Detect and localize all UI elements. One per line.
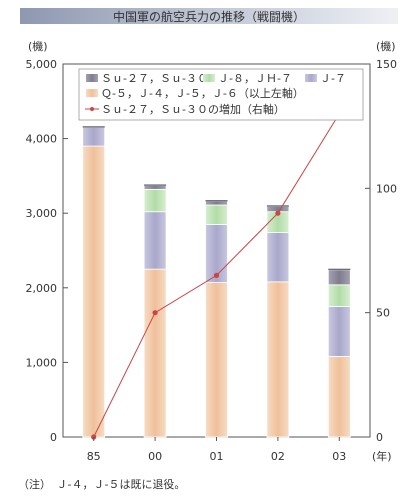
su-increase-line bbox=[91, 111, 342, 440]
legend-line-marker bbox=[90, 107, 94, 111]
left-axis-ticks: 0 1,000 2,000 3,000 4,000 5,000 bbox=[26, 58, 68, 444]
bar-q-j-series bbox=[143, 268, 167, 438]
left-tick-label: 3,000 bbox=[26, 207, 58, 220]
bar-top-cap bbox=[82, 126, 105, 128]
x-axis-ticks: 85 00 01 02 03 bbox=[87, 437, 346, 463]
bars bbox=[82, 126, 351, 438]
x-tick-label: 85 bbox=[87, 450, 101, 463]
x-axis-unit: (年) bbox=[372, 449, 392, 463]
su-increase-point bbox=[213, 272, 220, 278]
left-tick-label: 2,000 bbox=[26, 282, 58, 295]
bar-su27-su30 bbox=[205, 200, 228, 206]
footnote: （注） Ｊ-４，Ｊ-５は既に退役。 bbox=[18, 477, 185, 491]
bar-su27-su30 bbox=[143, 185, 167, 190]
chart-title: 中国軍の航空兵力の推移（戦闘機） bbox=[113, 9, 305, 24]
bar-j7 bbox=[82, 127, 106, 147]
left-axis-unit: (機) bbox=[28, 39, 48, 53]
left-tick-label: 0 bbox=[50, 431, 57, 444]
su-increase-point bbox=[152, 310, 158, 316]
right-tick-label: 100 bbox=[376, 182, 397, 195]
legend-label-line: Ｓｕ-２７，Ｓｕ-３０の増加（右軸） bbox=[101, 102, 285, 116]
x-tick-label: 00 bbox=[148, 450, 162, 463]
right-tick-label: 0 bbox=[376, 431, 383, 444]
bar-j8-jh7 bbox=[327, 284, 351, 307]
bar-j7 bbox=[143, 211, 167, 270]
legend: Ｓｕ-２７，Ｓｕ-３０ Ｊ-８，ＪＨ-７ Ｊ-７ Ｑ-５，Ｊ-４，Ｊ-５，Ｊ-６… bbox=[78, 68, 364, 121]
su-increase-point bbox=[275, 210, 281, 216]
bar-q-j-series bbox=[205, 282, 228, 438]
bar-top-cap bbox=[266, 205, 289, 207]
bar-j8-jh7 bbox=[205, 204, 228, 225]
x-tick-label: 02 bbox=[271, 450, 285, 463]
left-tick-label: 5,000 bbox=[26, 58, 58, 71]
legend-swatch-j7 bbox=[305, 74, 317, 82]
x-tick-label: 03 bbox=[332, 450, 346, 463]
bar-q-j-series bbox=[82, 145, 106, 438]
right-tick-label: 50 bbox=[376, 307, 390, 320]
legend-swatch-j8 bbox=[203, 74, 215, 82]
legend-swatch-su bbox=[86, 74, 98, 82]
bar-q-j-series bbox=[266, 281, 290, 438]
legend-label-j8: Ｊ-８，ＪＨ-７ bbox=[218, 72, 292, 85]
bar-top-cap bbox=[205, 200, 228, 202]
bar-top-cap bbox=[144, 184, 167, 186]
right-tick-label: 150 bbox=[376, 58, 397, 71]
legend-swatch-q bbox=[86, 89, 98, 97]
bar-j8-jh7 bbox=[143, 188, 167, 213]
left-tick-label: 1,000 bbox=[26, 356, 58, 369]
left-tick-label: 4,000 bbox=[26, 133, 58, 146]
bar-su27-su30 bbox=[327, 269, 351, 286]
bar-j7 bbox=[266, 232, 290, 283]
x-tick-label: 01 bbox=[210, 450, 224, 463]
legend-label-su: Ｓｕ-２７，Ｓｕ-３０ bbox=[101, 72, 208, 85]
legend-label-j7: Ｊ-７ bbox=[320, 72, 346, 85]
bar-top-cap bbox=[328, 268, 351, 271]
title-bar bbox=[20, 8, 398, 24]
bar-q-j-series bbox=[327, 356, 351, 438]
right-axis-ticks: 0 50 100 150 bbox=[365, 58, 397, 444]
bar-j7 bbox=[327, 306, 351, 357]
right-axis-unit: (機) bbox=[376, 39, 396, 53]
legend-label-q: Ｑ-５，Ｊ-４，Ｊ-５，Ｊ-６（以上左軸） bbox=[101, 86, 304, 100]
